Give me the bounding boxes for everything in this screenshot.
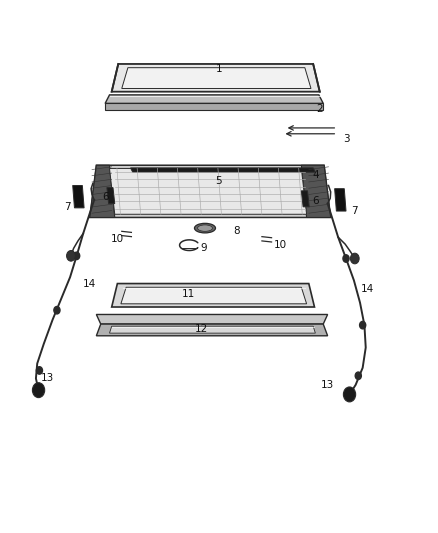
Polygon shape <box>105 95 323 103</box>
Text: 3: 3 <box>343 134 350 143</box>
Text: 13: 13 <box>41 374 54 383</box>
Polygon shape <box>112 284 314 307</box>
Circle shape <box>350 253 359 264</box>
Text: 13: 13 <box>321 380 334 390</box>
Polygon shape <box>131 168 315 172</box>
Polygon shape <box>110 326 315 333</box>
Text: 10: 10 <box>274 240 287 250</box>
Polygon shape <box>107 188 115 204</box>
Polygon shape <box>121 287 307 304</box>
Text: 8: 8 <box>233 226 240 236</box>
Circle shape <box>67 251 75 261</box>
Polygon shape <box>301 165 331 217</box>
Text: 6: 6 <box>102 192 109 202</box>
Circle shape <box>74 252 80 260</box>
Text: 1: 1 <box>215 64 223 74</box>
Circle shape <box>343 387 356 402</box>
Polygon shape <box>90 165 331 217</box>
Ellipse shape <box>198 225 212 231</box>
Text: 5: 5 <box>215 176 223 186</box>
Polygon shape <box>105 103 323 110</box>
Circle shape <box>36 367 42 374</box>
Text: 10: 10 <box>111 234 124 244</box>
Text: 11: 11 <box>182 289 195 299</box>
Ellipse shape <box>194 223 215 233</box>
Polygon shape <box>90 165 115 217</box>
Circle shape <box>360 321 366 329</box>
Text: 14: 14 <box>361 284 374 294</box>
Polygon shape <box>96 314 328 324</box>
Circle shape <box>54 306 60 314</box>
Polygon shape <box>335 189 346 211</box>
Polygon shape <box>110 168 307 214</box>
Text: 9: 9 <box>200 243 207 253</box>
Text: 7: 7 <box>64 202 71 212</box>
Circle shape <box>32 383 45 398</box>
Text: 7: 7 <box>351 206 358 215</box>
Circle shape <box>355 372 361 379</box>
Text: 2: 2 <box>316 104 323 114</box>
Polygon shape <box>73 185 84 208</box>
Text: 12: 12 <box>195 325 208 334</box>
Polygon shape <box>96 324 328 336</box>
Text: 4: 4 <box>312 170 319 180</box>
Polygon shape <box>122 68 311 88</box>
Text: 6: 6 <box>312 197 319 206</box>
Polygon shape <box>301 191 309 207</box>
Text: 14: 14 <box>83 279 96 288</box>
Polygon shape <box>112 64 320 92</box>
Circle shape <box>343 255 349 262</box>
